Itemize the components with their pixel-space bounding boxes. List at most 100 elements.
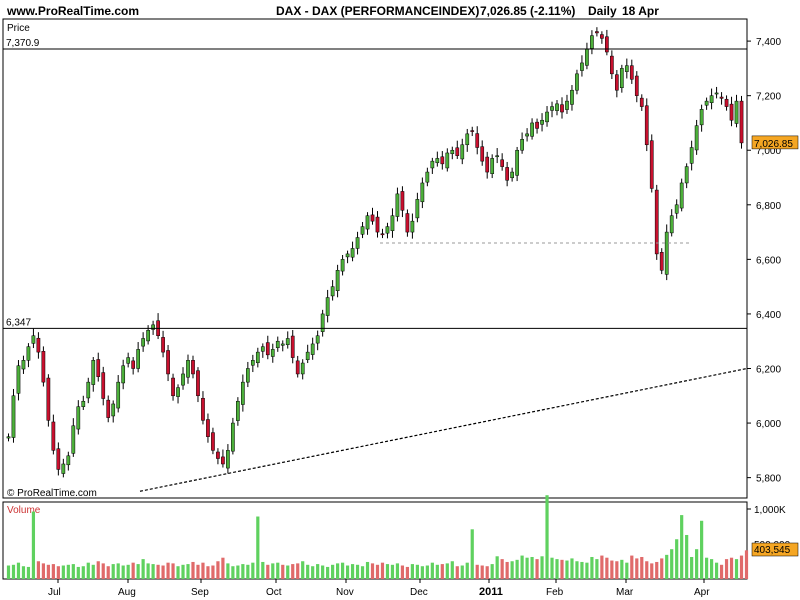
candle-body <box>734 100 739 124</box>
candle-body <box>56 448 61 470</box>
volume-bar <box>146 563 150 579</box>
y-tick-label: 6,800 <box>756 201 781 212</box>
volume-bar <box>570 558 574 579</box>
candle-body <box>719 96 724 99</box>
candle-body <box>330 286 335 297</box>
candle-body <box>600 34 604 39</box>
volume-bars <box>6 495 749 579</box>
volume-panel-label: Volume <box>7 505 41 516</box>
volume-bar <box>724 559 729 579</box>
candle-body <box>570 89 574 105</box>
volume-bar <box>625 562 629 579</box>
candle-body <box>41 351 46 383</box>
volume-bar <box>86 562 90 579</box>
candle-body <box>659 252 664 271</box>
volume-bar <box>186 564 190 579</box>
candle-body <box>166 350 170 375</box>
candle-body <box>81 400 86 407</box>
date-label: 18 Apr <box>622 4 659 18</box>
candle-body <box>380 233 385 236</box>
candle-body <box>250 360 255 366</box>
volume-bar <box>355 564 360 579</box>
volume-bar <box>560 559 564 579</box>
candle-body <box>460 144 465 160</box>
volume-bar <box>510 561 514 579</box>
candle-body <box>310 343 315 355</box>
volume-bar <box>575 561 579 579</box>
candle-body <box>305 351 310 361</box>
candle-body <box>540 119 544 125</box>
volume-bar <box>271 563 275 579</box>
candle-body <box>365 215 370 230</box>
volume-bar <box>709 559 714 579</box>
volume-bar <box>345 565 350 579</box>
volume-bar <box>276 562 280 579</box>
volume-bar <box>231 566 235 579</box>
volume-bar <box>96 561 100 579</box>
candle-body <box>16 365 21 394</box>
volume-bar <box>744 550 749 579</box>
volume-bar <box>6 565 11 579</box>
candle-body <box>260 346 265 352</box>
volume-bar <box>400 565 405 579</box>
candle-body <box>405 213 410 233</box>
candle-body <box>644 105 649 146</box>
candle-body <box>186 360 190 378</box>
candle-body <box>106 399 111 418</box>
candle-body <box>171 377 175 397</box>
volume-bar <box>655 561 659 579</box>
candle-body <box>515 149 519 176</box>
y-tick-label: 7,200 <box>756 92 781 103</box>
candle-body <box>420 182 425 203</box>
x-tick-label: Feb <box>546 587 564 598</box>
volume-bar <box>360 566 365 579</box>
volume-bar <box>156 564 160 579</box>
volume-bar <box>395 563 400 579</box>
volume-bar <box>196 564 200 579</box>
price-axis: 5,800 6,000 6,200 6,400 6,600 6,800 7,000 7,200… <box>747 37 781 485</box>
volume-bar <box>41 563 45 579</box>
volume-bar <box>375 564 380 579</box>
candle-body <box>585 49 589 66</box>
volume-bar <box>236 565 240 579</box>
volume-bar <box>525 557 529 579</box>
volume-bar <box>405 566 410 579</box>
candle-body <box>699 109 704 126</box>
volume-bar <box>66 564 70 579</box>
volume-bar <box>36 561 41 579</box>
candle-body <box>370 214 375 222</box>
volume-bar <box>311 566 315 579</box>
candle-body <box>525 133 529 137</box>
x-tick-label: Dec <box>410 587 428 598</box>
candle-body <box>435 158 440 164</box>
candle-body <box>445 152 450 169</box>
volume-bar <box>540 556 544 579</box>
volume-bar <box>460 565 464 579</box>
volume-bar <box>700 520 704 579</box>
candle-body <box>241 381 245 405</box>
x-tick-label: Jul <box>48 587 61 598</box>
volume-bar <box>645 561 649 579</box>
candle-body <box>126 357 131 364</box>
candle-body <box>480 146 485 162</box>
volume-bar <box>291 564 295 579</box>
candle-body <box>614 74 619 91</box>
y-tick-label: 6,400 <box>756 310 781 321</box>
volume-bar <box>370 563 375 579</box>
candle-body <box>724 98 729 107</box>
candle-body <box>580 62 584 71</box>
candle-body <box>425 171 430 183</box>
candle-body <box>595 31 599 34</box>
candle-body <box>116 381 121 409</box>
candle-body <box>510 171 514 179</box>
candle-body <box>684 166 689 184</box>
x-tick-label: Apr <box>694 587 710 598</box>
volume-bar <box>26 566 31 579</box>
candle-body <box>231 422 235 452</box>
candle-body <box>490 158 495 174</box>
candle-body <box>550 106 554 111</box>
candle-body <box>196 370 200 397</box>
volume-bar <box>326 566 330 579</box>
volume-bar <box>51 564 55 579</box>
candle-body <box>136 349 140 369</box>
